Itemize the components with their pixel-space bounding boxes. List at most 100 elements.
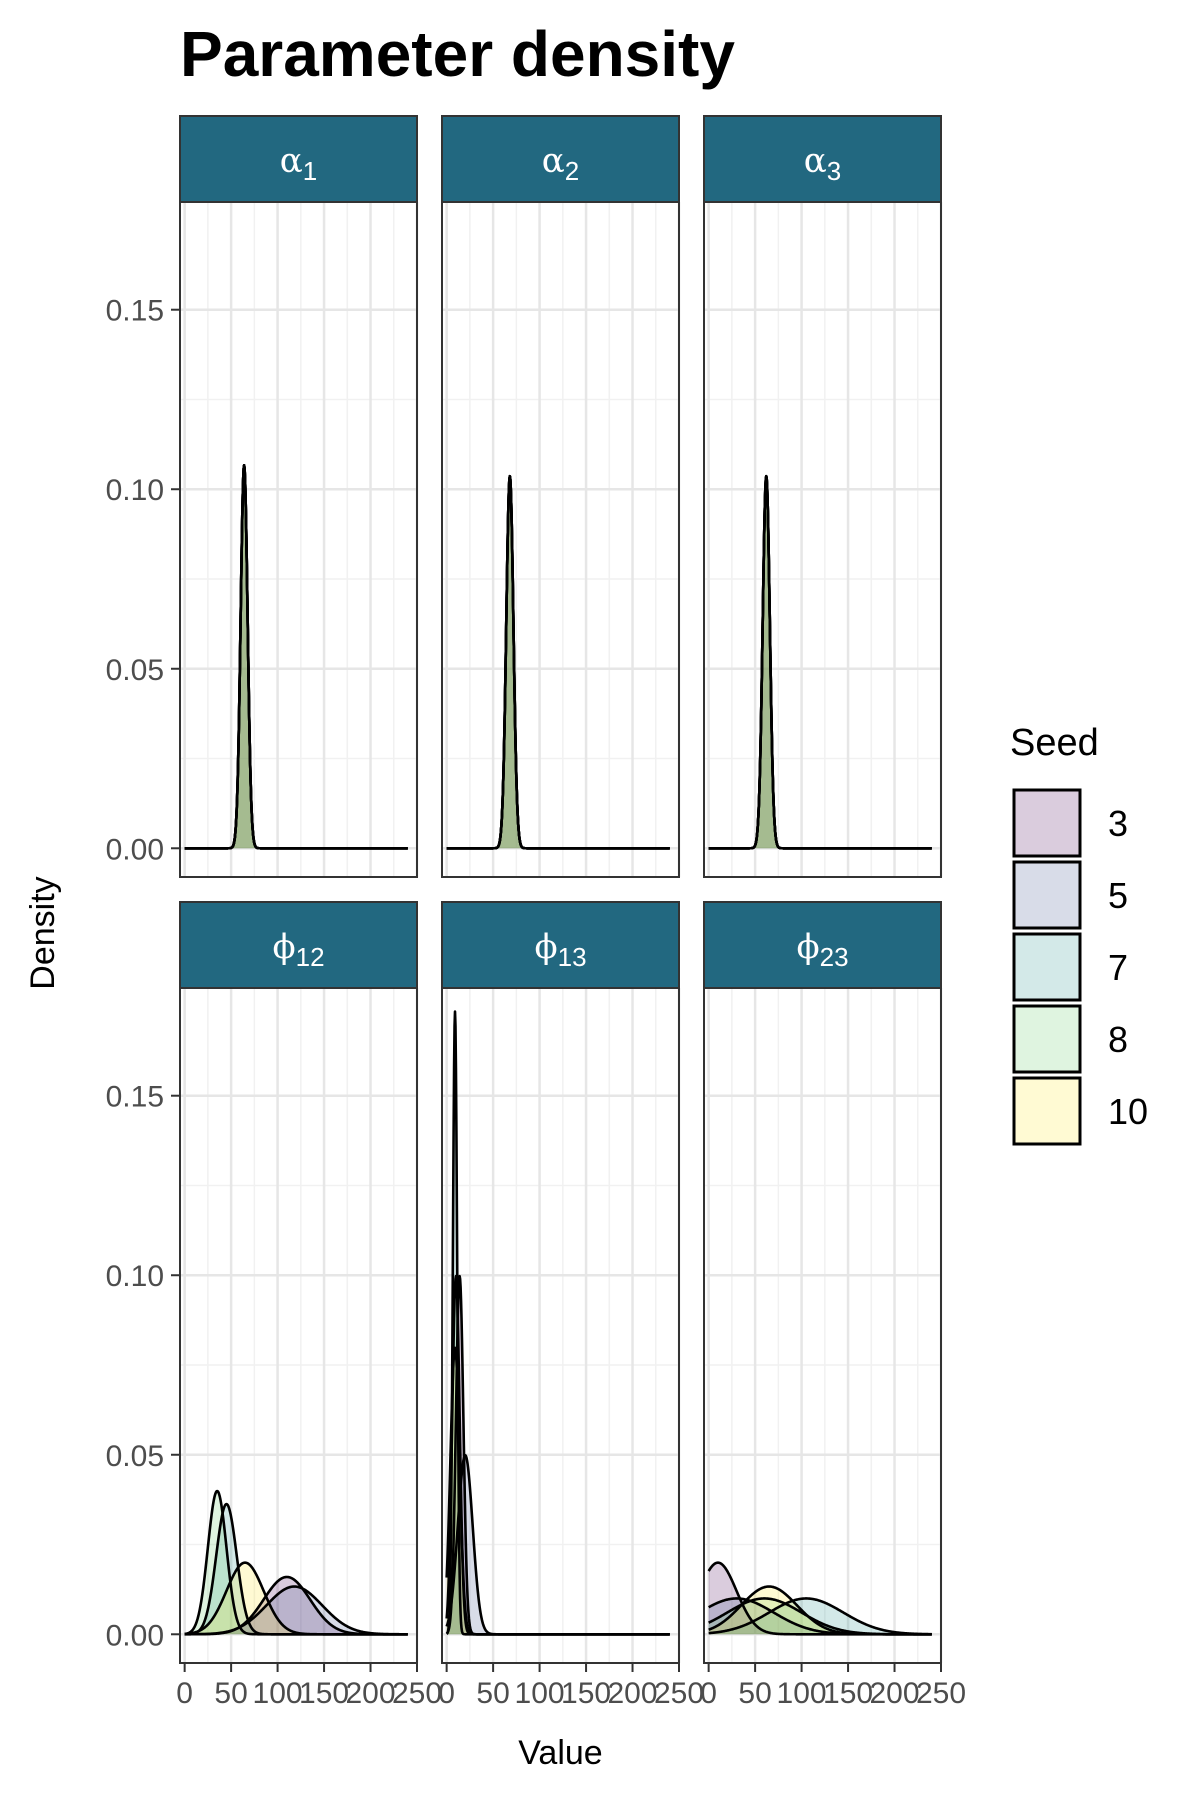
legend-item-10: 10 [1012, 1076, 1148, 1146]
density-layer [183, 463, 409, 850]
panel-border [703, 987, 942, 1664]
facet-panels: α1 0.00 0.05 0.10 0.15 α2 α3 ϕ12 0.00 0.05 0.10 0.1… [106, 115, 966, 1710]
density-layer [707, 474, 933, 850]
density-area-seed-8 [184, 465, 408, 849]
facet-panel-3: α3 [703, 115, 943, 878]
density-area-seed-7 [708, 1598, 932, 1635]
legend-key [1012, 1076, 1082, 1146]
legend-label: 3 [1108, 803, 1128, 844]
x-tick-label: 100 [777, 1677, 827, 1710]
density-layer [183, 1489, 409, 1636]
x-tick-label: 0 [700, 1677, 717, 1710]
y-tick-label: 0.15 [106, 1081, 164, 1114]
legend-key [1012, 932, 1082, 1002]
facet-strip [441, 901, 680, 989]
density-area-seed-10 [184, 465, 408, 849]
x-tick-label: 200 [869, 1677, 919, 1710]
legend-key [1012, 1004, 1082, 1074]
x-axis-title: Value [518, 1734, 602, 1772]
density-area-seed-7 [184, 1504, 408, 1635]
facet-strip [441, 115, 680, 203]
density-line-seed-10 [183, 1561, 409, 1636]
density-area-seed-3 [708, 1562, 932, 1635]
facet-strip [179, 115, 418, 203]
y-tick-label: 0.10 [106, 474, 164, 507]
legend-title: Seed [1010, 722, 1099, 764]
x-tick-label: 0 [176, 1677, 193, 1710]
density-area-seed-8 [184, 1491, 408, 1635]
panel-border [179, 987, 418, 1664]
facet-strip [703, 901, 942, 989]
legend-item-5: 5 [1012, 860, 1128, 930]
y-tick-label: 0.00 [106, 833, 164, 866]
density-line-seed-10 [445, 474, 671, 850]
density-area-seed-3 [184, 465, 408, 849]
legend-key [1012, 788, 1082, 858]
legend-item-3: 3 [1012, 788, 1128, 858]
panel-border [441, 987, 680, 1664]
legend-label: 5 [1108, 875, 1128, 916]
facet-strip-label: ϕ12 [272, 927, 324, 972]
panel-border [441, 201, 680, 878]
density-line-seed-10 [183, 463, 409, 850]
y-axis-title: Density [24, 876, 62, 989]
legend-label: 10 [1108, 1091, 1148, 1132]
plot-background [180, 202, 417, 877]
legend-label: 7 [1108, 947, 1128, 988]
density-layer [445, 1010, 671, 1636]
facet-panel-2: α2 [441, 115, 681, 878]
x-tick-label: 250 [654, 1677, 704, 1710]
y-tick-label: 0.00 [106, 1619, 164, 1652]
x-tick-label: 150 [299, 1677, 349, 1710]
facet-strip-label: ϕ13 [534, 927, 586, 972]
density-line-seed-10 [445, 1346, 671, 1636]
density-area-seed-3 [184, 1576, 408, 1635]
facet-strip-label: ϕ23 [796, 927, 848, 972]
plot-background [704, 988, 941, 1663]
legend-key [1012, 860, 1082, 930]
x-tick-label: 150 [561, 1677, 611, 1710]
facet-panel-1: α1 0.00 0.05 0.10 0.15 [106, 115, 419, 878]
density-layer [445, 474, 671, 850]
legend-label: 8 [1108, 1019, 1128, 1060]
x-tick-label: 50 [738, 1677, 771, 1710]
density-line-seed-7 [707, 1597, 933, 1636]
facet-strip-label: α2 [542, 141, 579, 186]
facet-strip [703, 115, 942, 203]
facet-strip [179, 901, 418, 989]
density-area-seed-5 [184, 1586, 408, 1635]
panel-border [179, 201, 418, 878]
y-tick-label: 0.10 [106, 1260, 164, 1293]
chart-title: Parameter density [180, 18, 735, 90]
y-tick-label: 0.05 [106, 654, 164, 687]
x-tick-label: 50 [214, 1677, 247, 1710]
x-tick-label: 100 [253, 1677, 303, 1710]
legend-item-7: 7 [1012, 932, 1128, 1002]
facet-strip-label: α1 [280, 141, 317, 186]
density-line-seed-10 [707, 1585, 933, 1636]
plot-background [704, 202, 941, 877]
density-area-seed-5 [184, 465, 408, 849]
legend-item-8: 8 [1012, 1004, 1128, 1074]
panel-border [703, 201, 942, 878]
x-tick-label: 200 [345, 1677, 395, 1710]
x-tick-label: 150 [823, 1677, 873, 1710]
y-tick-label: 0.05 [106, 1440, 164, 1473]
plot-background [442, 988, 679, 1663]
plot-background [180, 988, 417, 1663]
density-area-seed-7 [184, 465, 408, 849]
density-line-seed-10 [707, 474, 933, 850]
facet-strip-label: α3 [804, 141, 841, 186]
density-layer [707, 1561, 933, 1636]
x-tick-label: 250 [916, 1677, 966, 1710]
y-tick-label: 0.15 [106, 295, 164, 328]
x-tick-label: 200 [607, 1677, 657, 1710]
x-tick-label: 50 [476, 1677, 509, 1710]
plot-background [442, 202, 679, 877]
x-tick-label: 100 [515, 1677, 565, 1710]
